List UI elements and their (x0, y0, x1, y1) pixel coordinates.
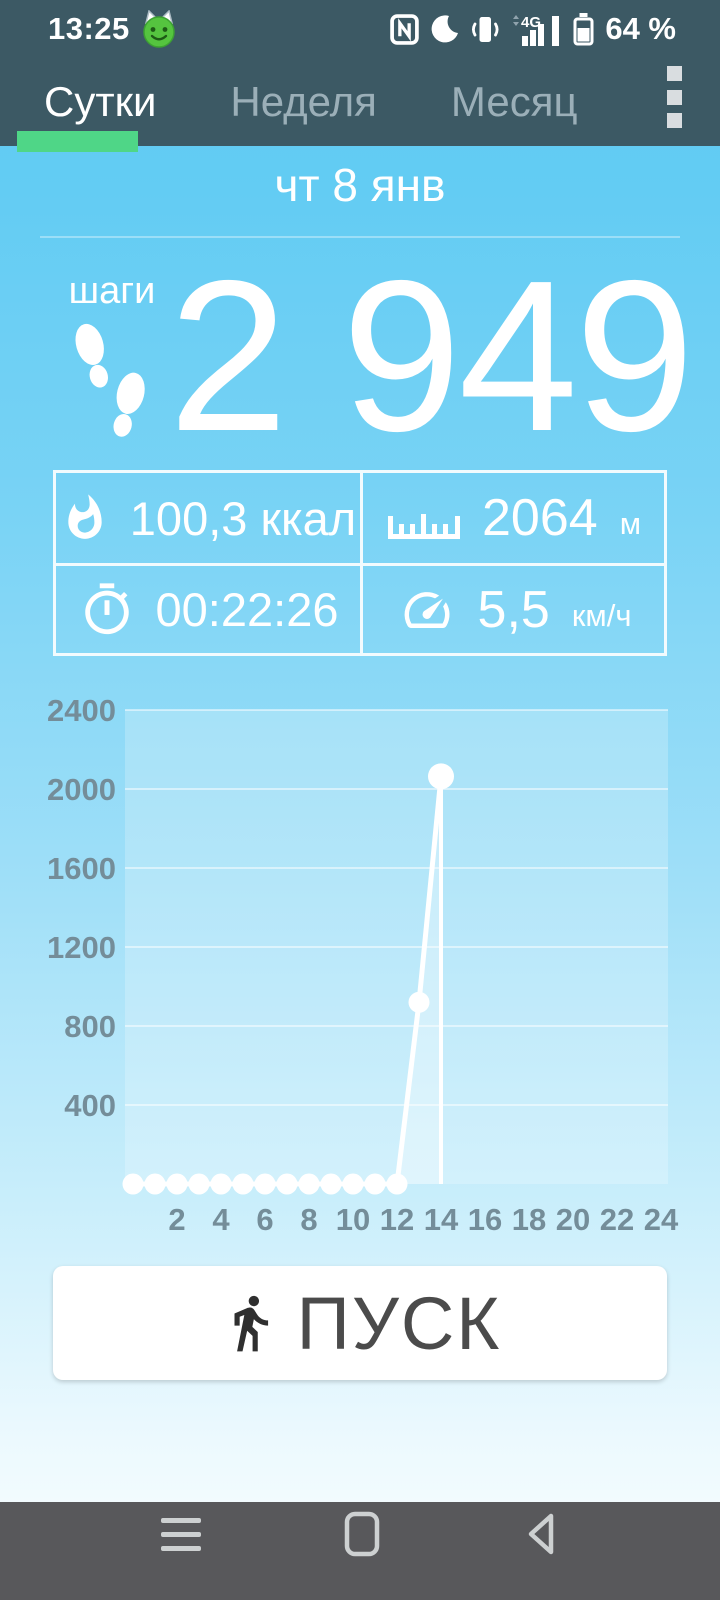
svg-text:2400: 2400 (47, 693, 116, 728)
svg-text:2: 2 (168, 1202, 185, 1237)
svg-text:1200: 1200 (47, 930, 116, 965)
stat-speed: 5,5 км/ч (360, 563, 664, 653)
svg-text:12: 12 (380, 1202, 414, 1237)
active-tab-indicator (17, 131, 138, 152)
status-icons: 4G 64 % (390, 11, 720, 47)
svg-text:4: 4 (212, 1202, 230, 1237)
ruler-icon (388, 514, 460, 539)
svg-text:800: 800 (64, 1009, 116, 1044)
walking-person-icon (234, 1295, 268, 1352)
svg-text:22: 22 (600, 1202, 634, 1237)
do-not-disturb-moon-icon (431, 15, 459, 43)
speedometer-icon (404, 591, 450, 628)
svg-text:400: 400 (64, 1088, 116, 1123)
android-nav-bar (0, 1502, 720, 1600)
svg-text:8: 8 (300, 1202, 317, 1237)
overflow-dot (667, 66, 682, 81)
svg-text:14: 14 (424, 1202, 459, 1237)
svg-text:24: 24 (644, 1202, 679, 1237)
tab-day[interactable]: Сутки (44, 78, 157, 125)
nfc-icon (390, 13, 420, 45)
stat-duration: 00:22:26 (56, 563, 360, 653)
stat-calories: 100,3 ккал (56, 473, 360, 563)
flame-icon (68, 494, 102, 539)
overflow-menu-icon[interactable] (667, 66, 684, 128)
distance-value: 2064 (482, 489, 598, 547)
tab-bar: Сутки Неделя Месяц (0, 58, 720, 146)
stats-grid: 100,3 ккал 2064 м 00:22:26 (53, 470, 667, 656)
overflow-dot (667, 113, 682, 128)
signal-4g-icon: 4G (513, 14, 560, 46)
steps-label: шаги (68, 270, 156, 312)
vibrate-icon (472, 16, 499, 42)
start-button-label: ПУСК (296, 1281, 502, 1365)
battery-icon (573, 12, 594, 45)
svg-text:1600: 1600 (47, 851, 116, 886)
happymod-emoji-icon (143, 10, 175, 48)
svg-text:4G: 4G (521, 14, 541, 31)
speed-unit: км/ч (571, 597, 632, 633)
svg-text:20: 20 (556, 1202, 590, 1237)
status-bar: 13:25 (0, 0, 720, 58)
tab-week[interactable]: Неделя (230, 78, 377, 125)
recent-apps-menu-icon[interactable] (151, 1506, 211, 1562)
home-icon[interactable] (332, 1506, 392, 1562)
footprints-icon (75, 323, 145, 437)
overflow-dot (667, 89, 682, 105)
stopwatch-icon (84, 582, 129, 634)
status-left: 13:25 (0, 10, 178, 48)
tab-month[interactable]: Месяц (450, 78, 578, 125)
svg-text:10: 10 (336, 1202, 370, 1237)
header: 13:25 (0, 0, 720, 146)
duration-value: 00:22:26 (155, 583, 339, 636)
back-icon[interactable] (512, 1506, 572, 1562)
clock-text: 13:25 (48, 11, 130, 46)
battery-percent-text: 64 % (605, 11, 676, 46)
date-header: чт 8 янв (274, 159, 446, 211)
steps-count: 2 949 (168, 235, 694, 476)
svg-text:6: 6 (256, 1202, 273, 1237)
stat-distance: 2064 м (360, 473, 664, 563)
svg-text:16: 16 (468, 1202, 502, 1237)
calories-value: 100,3 ккал (129, 491, 357, 545)
divider (40, 236, 680, 238)
speed-value: 5,5 (477, 580, 550, 639)
svg-text:2000: 2000 (47, 772, 116, 807)
svg-text:18: 18 (512, 1202, 546, 1237)
distance-unit: м (619, 506, 641, 541)
start-button[interactable]: ПУСК (53, 1266, 667, 1380)
